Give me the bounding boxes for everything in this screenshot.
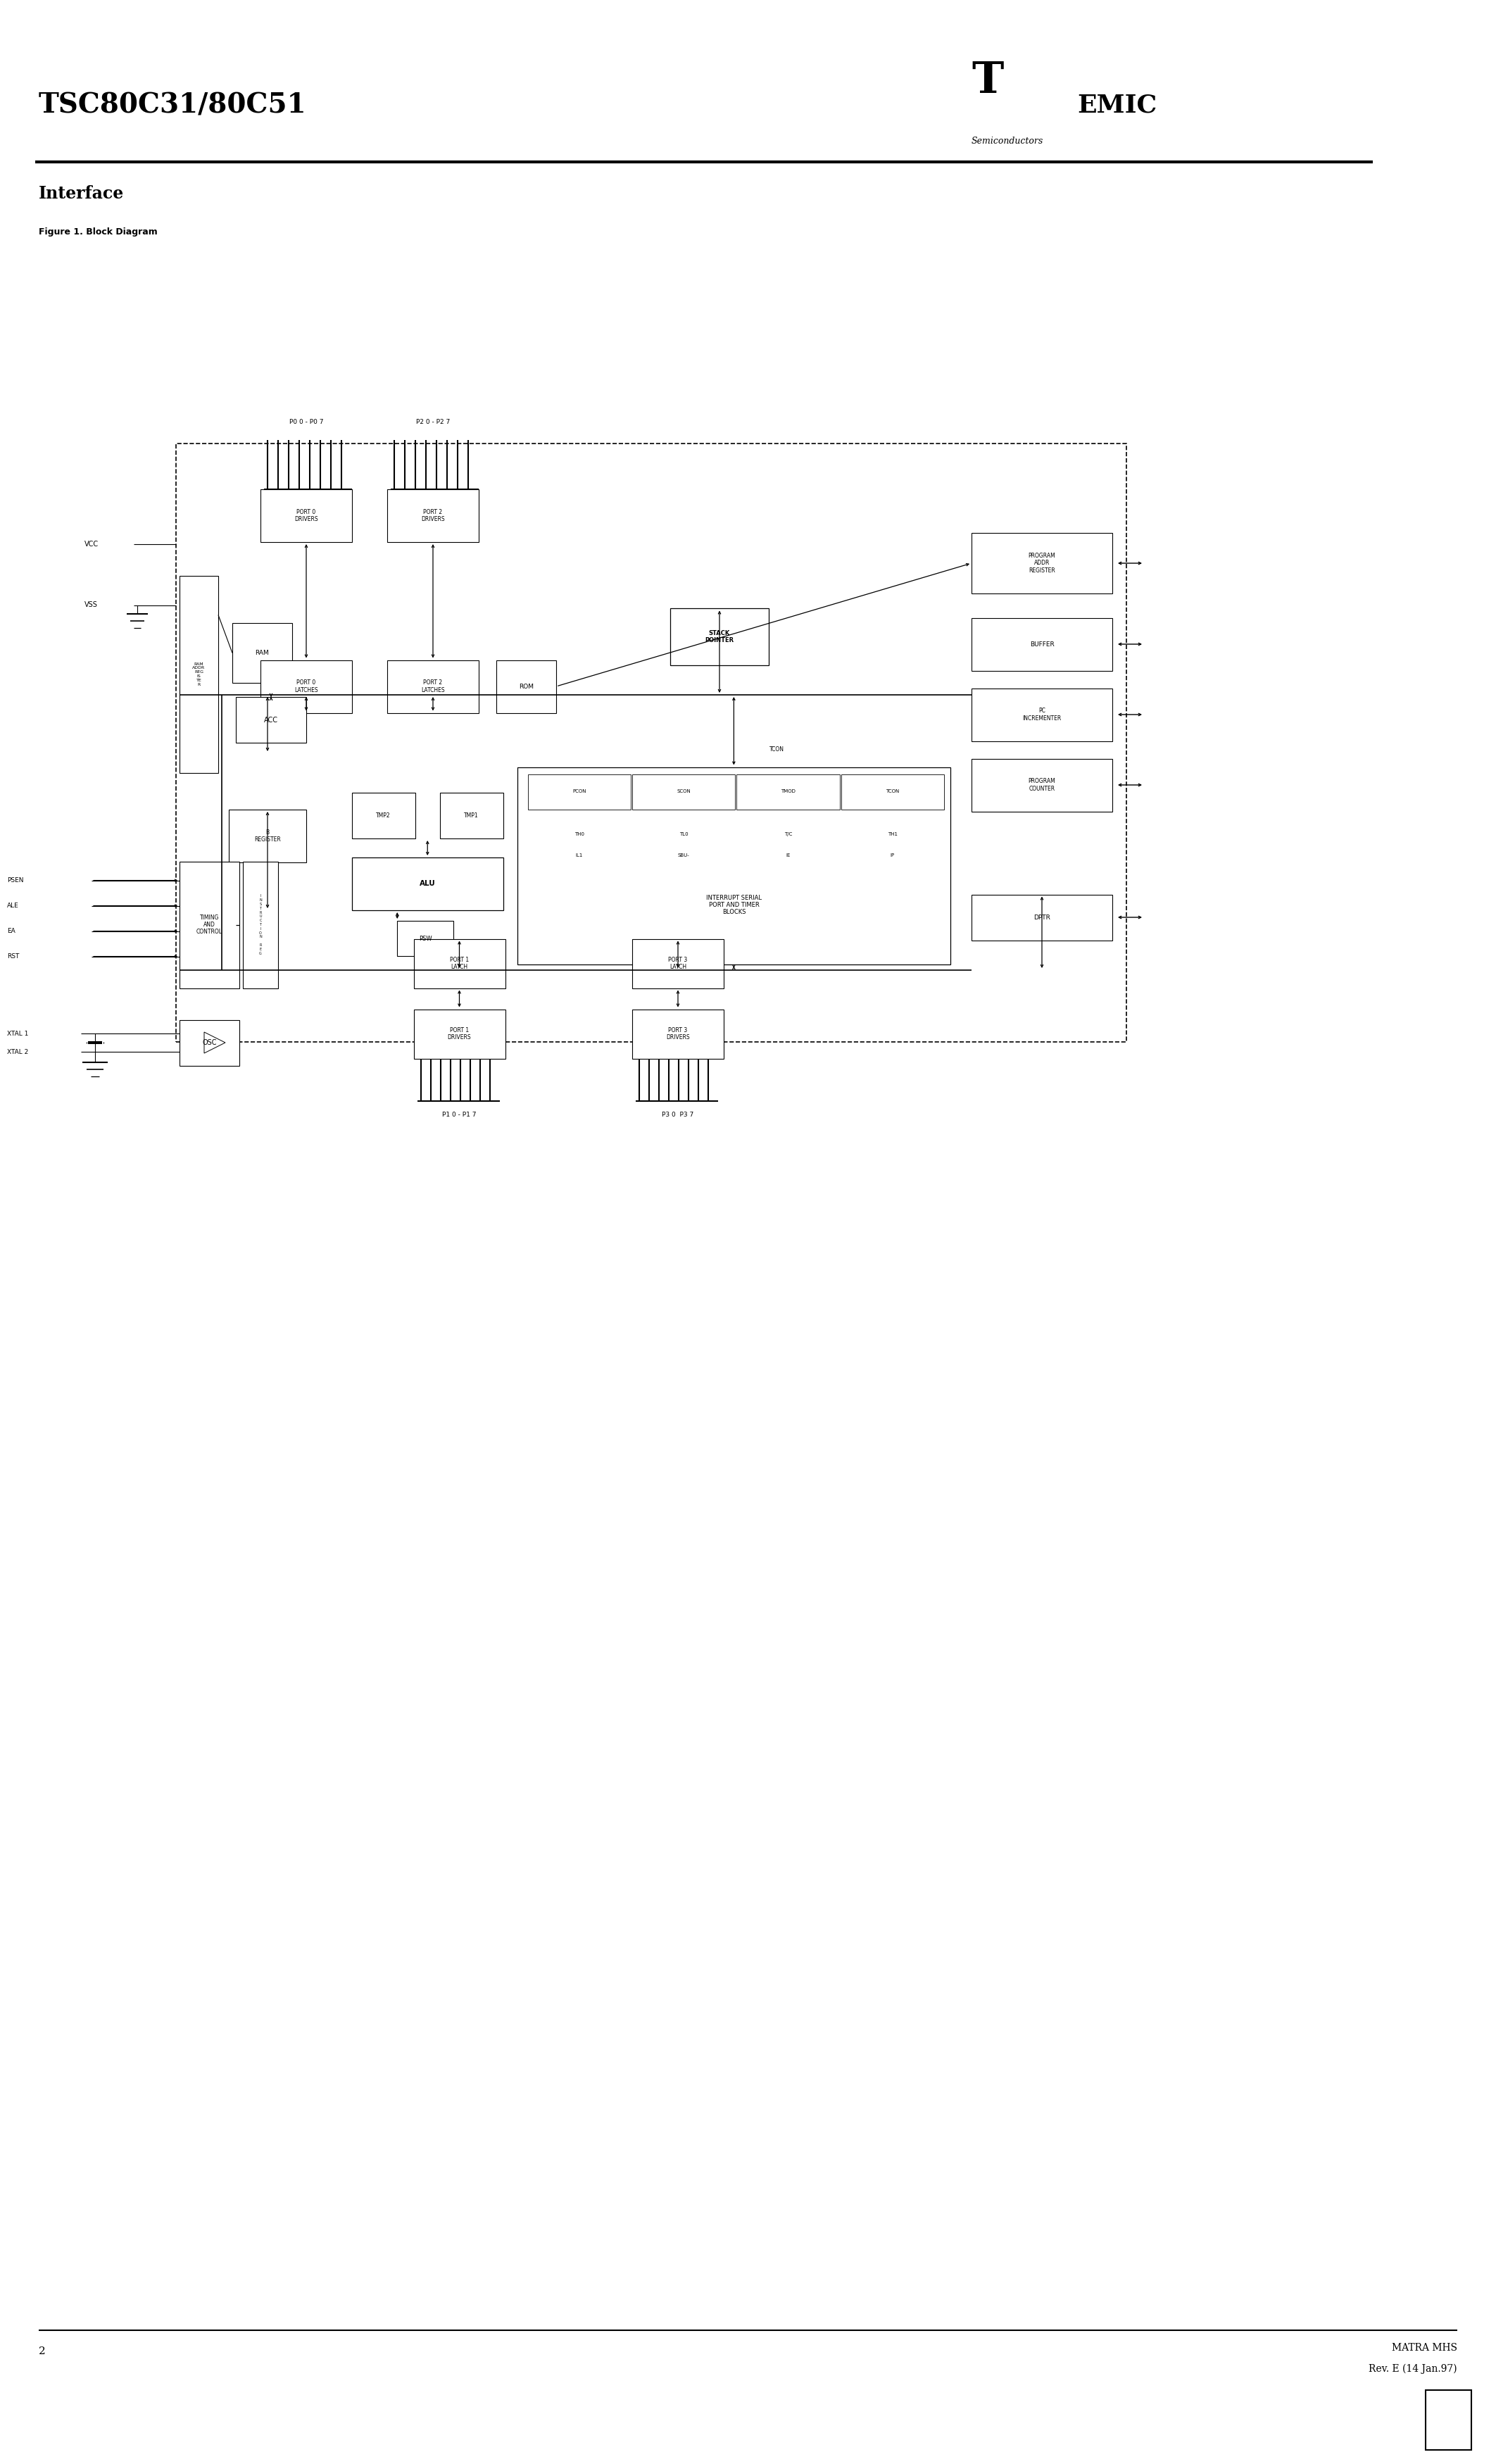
Text: ALU: ALU [419,880,435,887]
Bar [180,577,218,774]
Text: PROGRAM
COUNTER: PROGRAM COUNTER [1028,779,1056,791]
Text: PROGRAM
ADDR
REGISTER: PROGRAM ADDR REGISTER [1028,552,1056,574]
Text: TH0: TH0 [574,833,585,835]
Bar [352,857,503,909]
Bar [180,862,239,988]
Bar [1426,2390,1472,2449]
Text: ALE: ALE [7,902,19,909]
Text: I
N
S
T
R
U
C
T
I
O
N

R
E
G: I N S T R U C T I O N R E G [259,894,262,956]
Text: P0 0 - P0 7: P0 0 - P0 7 [289,419,323,426]
Bar [440,793,503,838]
Text: RAM
ADDR
REG
IS
TE
R: RAM ADDR REG IS TE R [193,663,205,685]
Text: RST: RST [7,954,19,958]
Text: PSEN: PSEN [7,877,24,885]
Bar [518,766,950,963]
Text: DPTR: DPTR [1034,914,1050,922]
Bar [180,1020,239,1064]
Text: Interface: Interface [39,185,124,202]
Bar [232,623,292,683]
Bar [528,774,631,808]
Bar [670,609,769,665]
Text: OSC: OSC [202,1040,217,1047]
Bar [260,660,352,712]
Text: PC
INCREMENTER: PC INCREMENTER [1022,707,1061,722]
Text: PORT 3
LATCH: PORT 3 LATCH [669,956,688,971]
Text: PORT 1
DRIVERS: PORT 1 DRIVERS [447,1027,471,1040]
Bar [352,793,416,838]
Bar [260,490,352,542]
Bar [736,774,839,808]
Text: PORT 3
DRIVERS: PORT 3 DRIVERS [666,1027,690,1040]
Text: TCON: TCON [770,747,784,752]
Text: IP: IP [890,853,895,857]
Text: PCON: PCON [573,788,586,793]
Bar [971,618,1113,670]
Text: TCON: TCON [886,788,899,793]
Bar [633,939,724,988]
Bar [413,1010,506,1060]
Text: XTAL 2: XTAL 2 [7,1050,28,1055]
Text: TH1: TH1 [887,833,898,835]
Text: BUFFER: BUFFER [1029,641,1055,648]
Bar [236,697,307,742]
Text: IE: IE [785,853,790,857]
Text: VSS: VSS [84,601,97,609]
Text: Semiconductors: Semiconductors [971,136,1044,145]
Text: Figure 1. Block Diagram: Figure 1. Block Diagram [39,227,157,237]
Bar [242,862,278,988]
Bar [971,532,1113,594]
Text: VCC: VCC [84,540,99,547]
Text: RAM: RAM [256,650,269,655]
Bar [177,444,1126,1042]
Text: P1 0 - P1 7: P1 0 - P1 7 [443,1111,476,1119]
Text: B
REGISTER: B REGISTER [254,830,281,843]
Text: P2 0 - P2 7: P2 0 - P2 7 [416,419,450,426]
Bar [841,774,944,808]
Text: P3 0  P3 7: P3 0 P3 7 [663,1111,694,1119]
Text: IL1: IL1 [576,853,583,857]
Text: SCON: SCON [676,788,691,793]
Text: PORT 1
LATCH: PORT 1 LATCH [450,956,468,971]
Text: 2: 2 [39,2346,45,2356]
Text: TSC80C31/80C51: TSC80C31/80C51 [39,91,307,118]
Text: T: T [971,59,1004,101]
Text: ACC: ACC [263,717,278,724]
Text: Rev. E (14 Jan.97): Rev. E (14 Jan.97) [1369,2363,1457,2373]
Text: PORT 2
LATCHES: PORT 2 LATCHES [422,680,444,692]
Bar [387,490,479,542]
Text: TL0: TL0 [679,833,688,835]
Bar [633,774,735,808]
Text: STACK
POINTER: STACK POINTER [705,631,735,643]
Text: PORT 0
LATCHES: PORT 0 LATCHES [295,680,319,692]
Text: TMOD: TMOD [781,788,796,793]
Text: SBU-: SBU- [678,853,690,857]
Bar [971,759,1113,811]
Bar [971,687,1113,742]
Bar [971,894,1113,941]
Text: TMP1: TMP1 [464,813,479,818]
Bar [633,1010,724,1060]
Text: EA: EA [7,929,15,934]
Text: INTERRUPT SERIAL
PORT AND TIMER
BLOCKS: INTERRUPT SERIAL PORT AND TIMER BLOCKS [706,894,761,917]
Text: PORT 2
DRIVERS: PORT 2 DRIVERS [422,510,444,522]
Bar [387,660,479,712]
Bar [413,939,506,988]
Bar [497,660,557,712]
Text: TMP2: TMP2 [377,813,390,818]
Text: PSW: PSW [419,936,432,941]
Text: ROM: ROM [519,683,534,690]
Text: EMIC: EMIC [1077,94,1156,118]
Text: XTAL 1: XTAL 1 [7,1030,28,1037]
Text: MATRA MHS: MATRA MHS [1391,2343,1457,2353]
Bar [398,922,453,956]
Bar [229,811,307,862]
Text: PORT 0
DRIVERS: PORT 0 DRIVERS [295,510,319,522]
Text: T/C: T/C [784,833,793,835]
Text: TIMING
AND
CONTROL: TIMING AND CONTROL [196,914,223,936]
